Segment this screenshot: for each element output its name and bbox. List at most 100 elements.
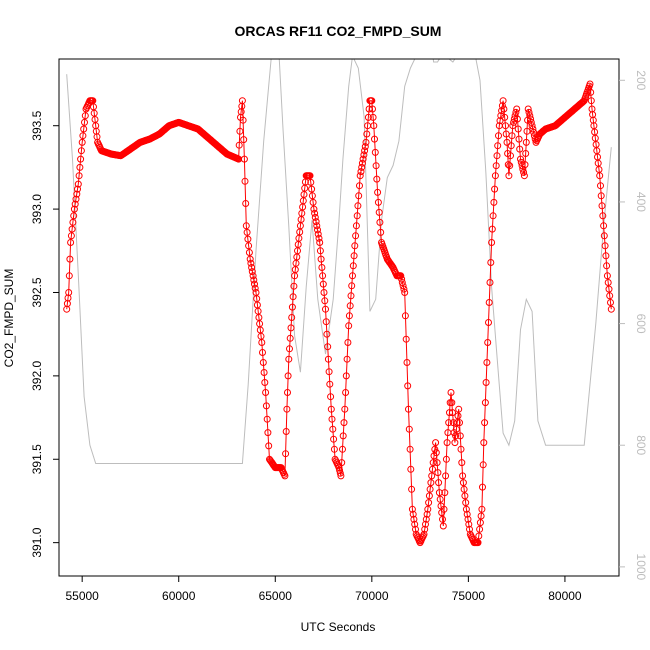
data-point	[522, 138, 530, 146]
data-point	[505, 172, 513, 180]
x-tick-label: 55000	[65, 589, 99, 603]
data-point	[345, 312, 353, 320]
data-point	[285, 355, 293, 363]
data-point	[442, 472, 450, 480]
data-point	[349, 262, 357, 270]
data-point	[250, 276, 258, 284]
data-point	[485, 299, 493, 306]
data-point	[309, 198, 317, 206]
data-point	[241, 177, 249, 185]
data-point	[388, 261, 396, 269]
data-point	[454, 412, 462, 420]
data-point	[238, 97, 246, 105]
data-point	[497, 112, 505, 120]
data-point	[487, 259, 495, 266]
data-point	[345, 322, 353, 330]
data-point	[377, 228, 385, 236]
data-point	[77, 155, 85, 163]
data-point	[317, 255, 325, 263]
data-point	[435, 489, 443, 497]
data-point	[240, 136, 248, 144]
data-point	[354, 202, 362, 210]
data-point	[426, 485, 434, 493]
data-point	[330, 445, 338, 453]
data-point	[81, 112, 89, 120]
data-point	[431, 445, 439, 453]
data-point	[479, 483, 486, 491]
data-point	[422, 515, 430, 523]
data-point	[488, 239, 496, 246]
data-point	[284, 389, 291, 396]
data-point	[315, 234, 323, 242]
data-point	[360, 151, 368, 159]
data-point	[356, 172, 364, 180]
data-point	[452, 425, 460, 433]
data-point	[435, 479, 443, 487]
data-point	[522, 150, 530, 157]
data-point	[421, 525, 429, 533]
data-point	[481, 419, 489, 427]
data-point	[399, 282, 407, 290]
data-point	[307, 178, 315, 186]
data-point	[282, 450, 290, 458]
data-point	[79, 132, 87, 140]
data-point	[76, 163, 84, 171]
data-point	[481, 399, 489, 407]
data-point	[404, 382, 412, 390]
data-point	[308, 185, 316, 193]
data-point	[288, 314, 296, 321]
data-point	[264, 429, 272, 437]
data-point	[510, 115, 518, 123]
data-point	[517, 158, 525, 166]
data-point	[343, 355, 351, 363]
data-point	[322, 318, 330, 326]
data-point	[459, 479, 467, 487]
data-point	[65, 272, 73, 280]
data-point	[311, 209, 319, 217]
data-point	[73, 190, 81, 198]
data-point	[351, 242, 359, 250]
data-point	[603, 272, 611, 280]
data-point	[290, 282, 298, 290]
data-point	[259, 349, 266, 356]
data-point	[434, 469, 442, 477]
x-tick-label: 75000	[452, 589, 486, 603]
data-point	[318, 264, 326, 271]
data-point	[425, 492, 433, 500]
data-point	[260, 369, 268, 376]
data-point	[337, 472, 345, 480]
data-point	[236, 127, 244, 135]
data-point	[425, 499, 433, 507]
data-point	[325, 368, 333, 376]
data-point	[67, 239, 75, 246]
data-point	[587, 88, 595, 96]
data-point	[362, 138, 370, 146]
data-point	[320, 289, 328, 296]
data-point	[365, 105, 373, 113]
data-point	[347, 292, 355, 300]
data-point	[446, 409, 453, 417]
data-point	[330, 435, 338, 443]
data-point	[263, 415, 271, 423]
data-point	[406, 445, 414, 453]
data-point	[401, 312, 409, 320]
data-point	[462, 505, 470, 513]
data-point	[486, 279, 494, 286]
data-point	[248, 268, 256, 276]
data-point	[409, 510, 417, 518]
data-point	[604, 279, 612, 286]
data-point	[597, 192, 605, 200]
data-point	[492, 162, 500, 170]
data-point	[427, 479, 435, 487]
data-point	[324, 343, 332, 351]
y-tick-label: 391.0	[30, 527, 44, 557]
data-point	[262, 389, 270, 396]
data-point	[374, 188, 382, 196]
data-point	[282, 428, 290, 435]
data-point	[398, 275, 406, 283]
data-point	[258, 339, 266, 346]
data-point	[483, 359, 491, 366]
data-point	[606, 292, 614, 300]
data-point	[245, 242, 253, 250]
y2-tick-label: 600	[634, 314, 648, 334]
